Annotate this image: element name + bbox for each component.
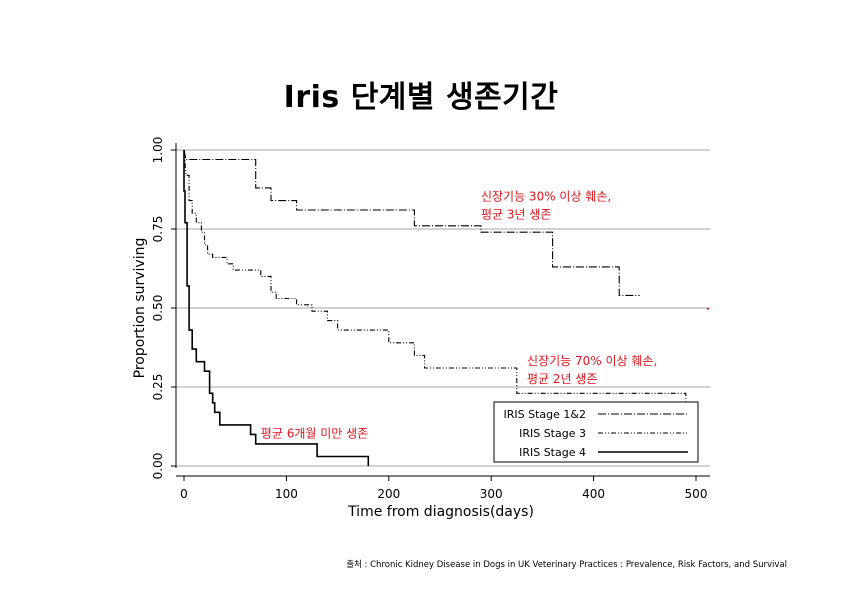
annotation-2-line-0: 평균 6개월 미만 생존 <box>261 427 368 441</box>
annotation-0-line-1: 평균 3년 생존 <box>481 208 551 222</box>
annotation-0-line-0: 신장기능 30% 이상 훼손, <box>481 190 611 204</box>
x-axis-title: Time from diagnosis(days) <box>347 504 534 520</box>
edge-marker <box>707 308 709 310</box>
y-tick-label-1: 0.25 <box>151 374 165 401</box>
legend-label-2: IRIS Stage 4 <box>519 446 586 459</box>
series <box>183 149 687 466</box>
annotation-1-line-1: 평균 2년 생존 <box>527 372 597 386</box>
x-tick-label-0: 0 <box>180 487 188 501</box>
x-tick-label-2: 200 <box>377 487 400 501</box>
slide-title: Iris 단계별 생존기간 <box>283 80 559 115</box>
axes <box>175 143 710 477</box>
y-axis-title: Proportion surviving <box>132 238 148 379</box>
x-tick-label-3: 300 <box>480 487 503 501</box>
x-tick-label-5: 500 <box>685 487 708 501</box>
x-tick-label-1: 100 <box>275 487 298 501</box>
annotation-1-line-0: 신장기능 70% 이상 훼손, <box>527 354 657 368</box>
grid-lines <box>176 149 710 467</box>
series-line-iris-stage-3 <box>183 149 687 403</box>
y-tick-label-4: 1.00 <box>151 137 165 164</box>
y-tick-label-0: 0.00 <box>151 453 165 480</box>
x-tick-label-4: 400 <box>582 487 605 501</box>
y-tick-label-2: 0.50 <box>151 295 165 322</box>
legend: IRIS Stage 1&2 IRIS Stage 3 IRIS Stage 4 <box>493 401 699 463</box>
source-note: 출처 : Chronic Kidney Disease in Dogs in U… <box>346 560 787 570</box>
y-tick-label-3: 0.75 <box>151 216 165 243</box>
series-line-iris-stage-4 <box>183 150 370 466</box>
series-line-iris-stage-1-2 <box>183 149 640 296</box>
ticks: 0.00 0.25 0.50 0.75 1.00 0 100 200 300 400 500 <box>151 137 707 501</box>
legend-label-0: IRIS Stage 1&2 <box>504 408 586 421</box>
legend-label-1: IRIS Stage 3 <box>519 427 586 440</box>
